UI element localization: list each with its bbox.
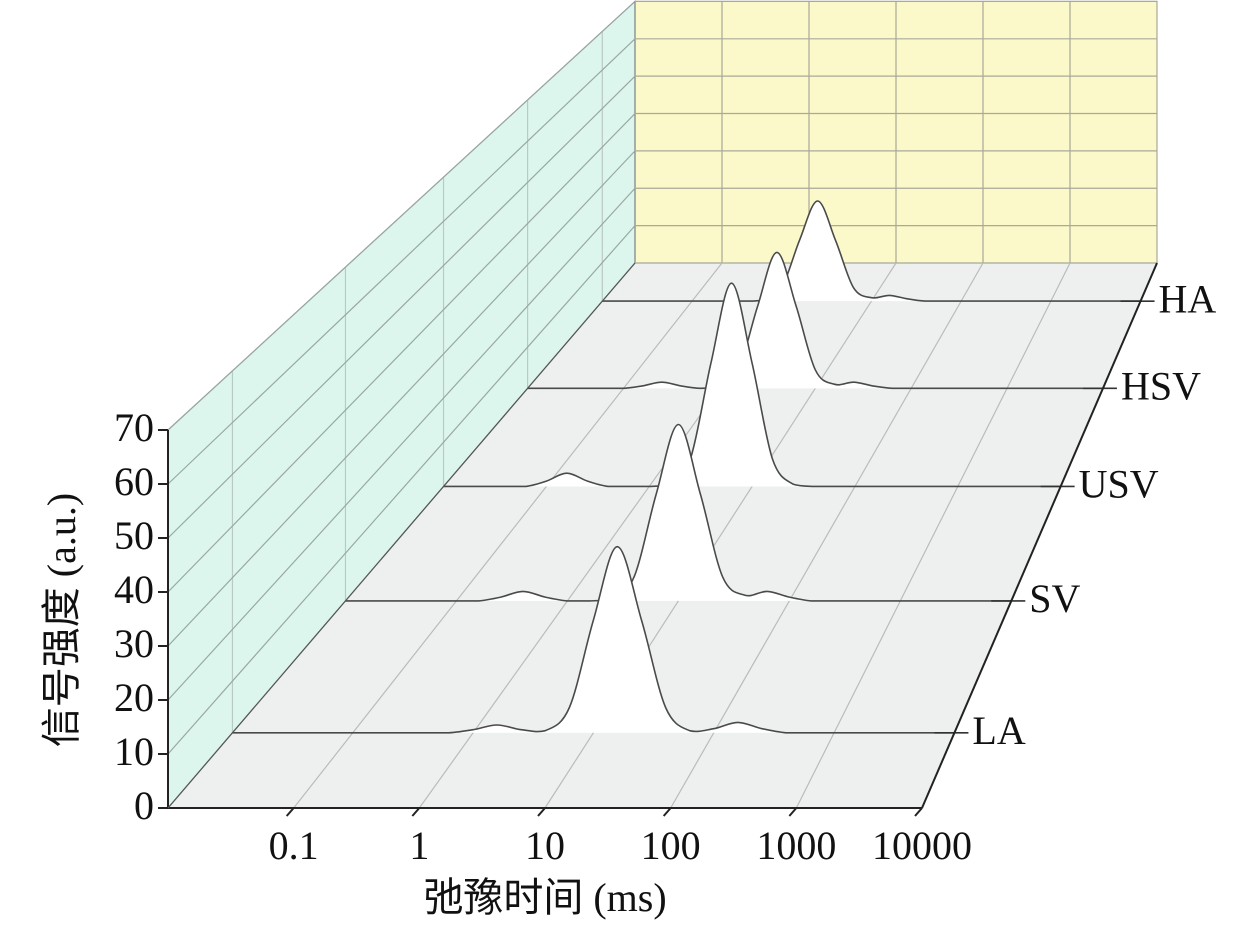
series-label: SV [1029, 576, 1080, 621]
grid-line [167, 150, 636, 647]
x-tick [914, 807, 923, 817]
y-tick-label: 20 [114, 675, 154, 720]
grid-line [167, 113, 636, 593]
y-tick-label: 10 [114, 729, 154, 774]
y-tick-label: 30 [114, 621, 154, 666]
series-label: LA [972, 708, 1025, 753]
y-tick-label: 60 [114, 459, 154, 504]
series-line [345, 423, 1012, 602]
grid-line [167, 187, 636, 701]
x-tick [285, 807, 295, 817]
x-tick-label: 1000 [756, 823, 836, 868]
x-tick-label: 10000 [872, 823, 972, 868]
floor-back-edge [167, 262, 636, 809]
x-tick [537, 807, 546, 817]
series-label: USV [1079, 462, 1159, 507]
floor-edge [921, 262, 1158, 809]
x-tick [411, 807, 421, 817]
series-area [443, 283, 1061, 487]
series-label: HA [1159, 276, 1217, 321]
series-area [345, 424, 1012, 601]
y-axis-title: 信号强度 (a.u.) [39, 493, 84, 747]
x-tick-label: 10 [525, 823, 565, 868]
grid-line [167, 0, 636, 431]
series-label: HSV [1121, 364, 1201, 409]
y-tick-label: 70 [114, 405, 154, 450]
grid-line [167, 225, 636, 755]
x-tick-label: 0.1 [269, 823, 319, 868]
x-axis-title: 弛豫时间 (ms) [423, 875, 666, 920]
grid-line [167, 38, 636, 485]
series-area [232, 546, 955, 733]
x-tick-label: 100 [641, 823, 701, 868]
series-line [602, 200, 1141, 302]
series-line [232, 545, 955, 734]
grid-line [670, 262, 984, 809]
y-tick-label: 50 [114, 513, 154, 558]
y-tick-label: 40 [114, 567, 154, 612]
y-tick-label: 0 [134, 783, 154, 828]
grid-line [795, 262, 1071, 809]
grid-line [167, 75, 636, 539]
x-tick-label: 1 [409, 823, 429, 868]
grid-line [293, 262, 723, 809]
x-tick [662, 807, 672, 817]
x-tick [788, 807, 798, 817]
series-line [527, 251, 1103, 390]
series-line [443, 282, 1061, 488]
